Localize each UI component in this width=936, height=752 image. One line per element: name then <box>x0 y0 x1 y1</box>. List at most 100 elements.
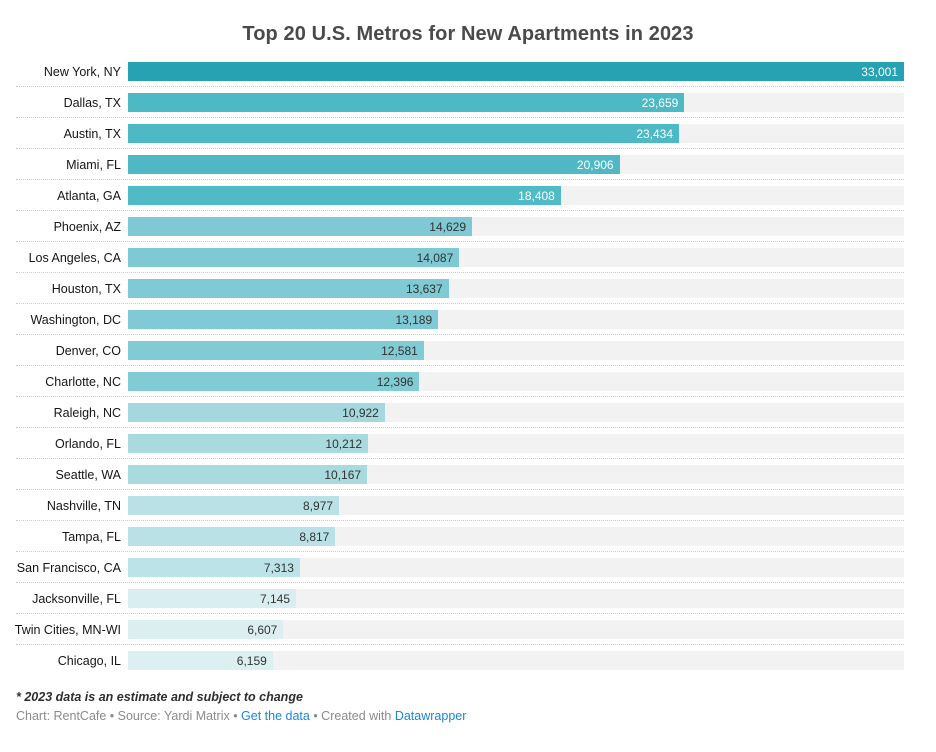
category-label: Tampa, FL <box>61 529 121 544</box>
bar[interactable]: 12,581 <box>128 341 424 360</box>
value-label: 13,189 <box>395 312 433 327</box>
category-label: Phoenix, AZ <box>53 219 121 234</box>
bar-row: Charlotte, NC 12,396 <box>0 365 904 397</box>
value-label: 7,145 <box>259 591 290 606</box>
value-label: 10,922 <box>342 405 379 420</box>
value-label: 33,001 <box>861 64 898 79</box>
bar[interactable]: 13,189 <box>128 310 439 329</box>
byline-text: • Created with <box>309 709 395 723</box>
bar[interactable]: 18,408 <box>128 186 561 205</box>
bar-track: 20,906 <box>128 155 904 174</box>
bar-row: Dallas, TX 23,659 <box>0 86 904 118</box>
bar-track: 12,396 <box>128 372 904 391</box>
bar-row: Los Angeles, CA 14,087 <box>0 241 904 273</box>
bar-track: 10,167 <box>128 465 904 484</box>
category-label: Denver, CO <box>55 343 121 358</box>
category-label: Atlanta, GA <box>57 188 121 203</box>
bar-row: Tampa, FL 8,817 <box>0 520 904 552</box>
category-label: Chicago, IL <box>57 653 121 668</box>
bar-row: Raleigh, NC 10,922 <box>0 396 904 428</box>
value-label: 23,659 <box>641 95 679 110</box>
bar-track: 13,189 <box>128 310 904 329</box>
get-the-data-link[interactable]: Get the data <box>241 709 310 723</box>
category-label: Raleigh, NC <box>53 405 121 420</box>
bar[interactable]: 12,396 <box>128 372 420 391</box>
bar[interactable]: 14,087 <box>128 248 460 267</box>
category-label: Dallas, TX <box>63 95 121 110</box>
bar-chart: New York, NY 33,001 Dallas, TX 23,659 Au… <box>0 56 904 676</box>
bar-row: Phoenix, AZ 14,629 <box>0 210 904 242</box>
bar-track: 8,977 <box>128 496 904 515</box>
bar-row: Denver, CO 12,581 <box>0 334 904 366</box>
bar-track: 13,637 <box>128 279 904 298</box>
bar[interactable]: 10,212 <box>128 434 369 453</box>
bar[interactable]: 8,817 <box>128 527 336 546</box>
bar-row: San Francisco, CA 7,313 <box>0 551 904 583</box>
bar[interactable]: 14,629 <box>128 217 472 236</box>
bar-row: Orlando, FL 10,212 <box>0 427 904 459</box>
bar[interactable]: 33,001 <box>128 62 904 81</box>
bar[interactable]: 23,434 <box>128 124 680 143</box>
bar[interactable]: 6,607 <box>128 620 284 639</box>
value-label: 7,313 <box>263 560 294 575</box>
bar-track: 7,145 <box>128 589 904 608</box>
category-label: Nashville, TN <box>46 498 121 513</box>
value-label: 10,212 <box>325 436 363 451</box>
bar-track: 7,313 <box>128 558 904 577</box>
chart-title: Top 20 U.S. Metros for New Apartments in… <box>242 23 694 45</box>
byline: Chart: RentCafe • Source: Yardi Matrix •… <box>16 709 936 723</box>
bar[interactable]: 23,659 <box>128 93 685 112</box>
value-label: 18,408 <box>518 188 555 203</box>
bar-track: 23,434 <box>128 124 904 143</box>
value-label: 14,087 <box>416 250 454 265</box>
value-label: 6,159 <box>236 653 267 668</box>
byline-text: Chart: RentCafe • Source: Yardi Matrix • <box>16 709 242 723</box>
bar-row: Miami, FL 20,906 <box>0 148 904 180</box>
bar-track: 6,607 <box>128 620 904 639</box>
bar-row: Jacksonville, FL 7,145 <box>0 582 904 614</box>
value-label: 12,396 <box>376 374 414 389</box>
category-label: Washington, DC <box>30 312 121 327</box>
bar-track: 23,659 <box>128 93 904 112</box>
value-label: 8,977 <box>303 498 334 513</box>
bar[interactable]: 10,167 <box>128 465 368 484</box>
bar[interactable]: 10,922 <box>128 403 385 422</box>
bar-track: 10,922 <box>128 403 904 422</box>
footnote: * 2023 data is an estimate and subject t… <box>16 690 303 704</box>
value-label: 14,629 <box>429 219 466 234</box>
value-label: 23,434 <box>636 126 674 141</box>
bar-row: Houston, TX 13,637 <box>0 272 904 304</box>
bar-track: 18,408 <box>128 186 904 205</box>
bar-row: Twin Cities, MN-WI 6,607 <box>0 613 904 645</box>
bar-row: Austin, TX 23,434 <box>0 117 904 149</box>
datawrapper-link[interactable]: Datawrapper <box>394 709 467 723</box>
value-label: 6,607 <box>247 622 278 637</box>
bar[interactable]: 7,145 <box>128 589 296 608</box>
bar[interactable]: 8,977 <box>128 496 340 515</box>
bar-row: Chicago, IL 6,159 <box>0 644 904 676</box>
category-label: Charlotte, NC <box>45 374 121 389</box>
bar-track: 33,001 <box>128 62 904 81</box>
bar-row: New York, NY 33,001 <box>0 56 904 87</box>
category-label: Miami, FL <box>66 157 121 172</box>
bar-track: 8,817 <box>128 527 904 546</box>
category-label: Twin Cities, MN-WI <box>14 622 121 637</box>
category-label: Los Angeles, CA <box>28 250 121 265</box>
value-label: 12,581 <box>381 343 418 358</box>
bar[interactable]: 6,159 <box>128 651 273 670</box>
value-label: 20,906 <box>576 157 614 172</box>
value-label: 13,637 <box>405 281 443 296</box>
bar-row: Seattle, WA 10,167 <box>0 458 904 490</box>
bar[interactable]: 7,313 <box>128 558 300 577</box>
bar-track: 10,212 <box>128 434 904 453</box>
bar-row: Washington, DC 13,189 <box>0 303 904 335</box>
bar[interactable]: 20,906 <box>128 155 620 174</box>
bar-track: 6,159 <box>128 651 904 670</box>
category-label: Orlando, FL <box>54 436 121 451</box>
value-label: 8,817 <box>299 529 330 544</box>
bar-row: Nashville, TN 8,977 <box>0 489 904 521</box>
bar[interactable]: 13,637 <box>128 279 449 298</box>
category-label: Houston, TX <box>51 281 121 296</box>
category-label: Seattle, WA <box>55 467 121 482</box>
